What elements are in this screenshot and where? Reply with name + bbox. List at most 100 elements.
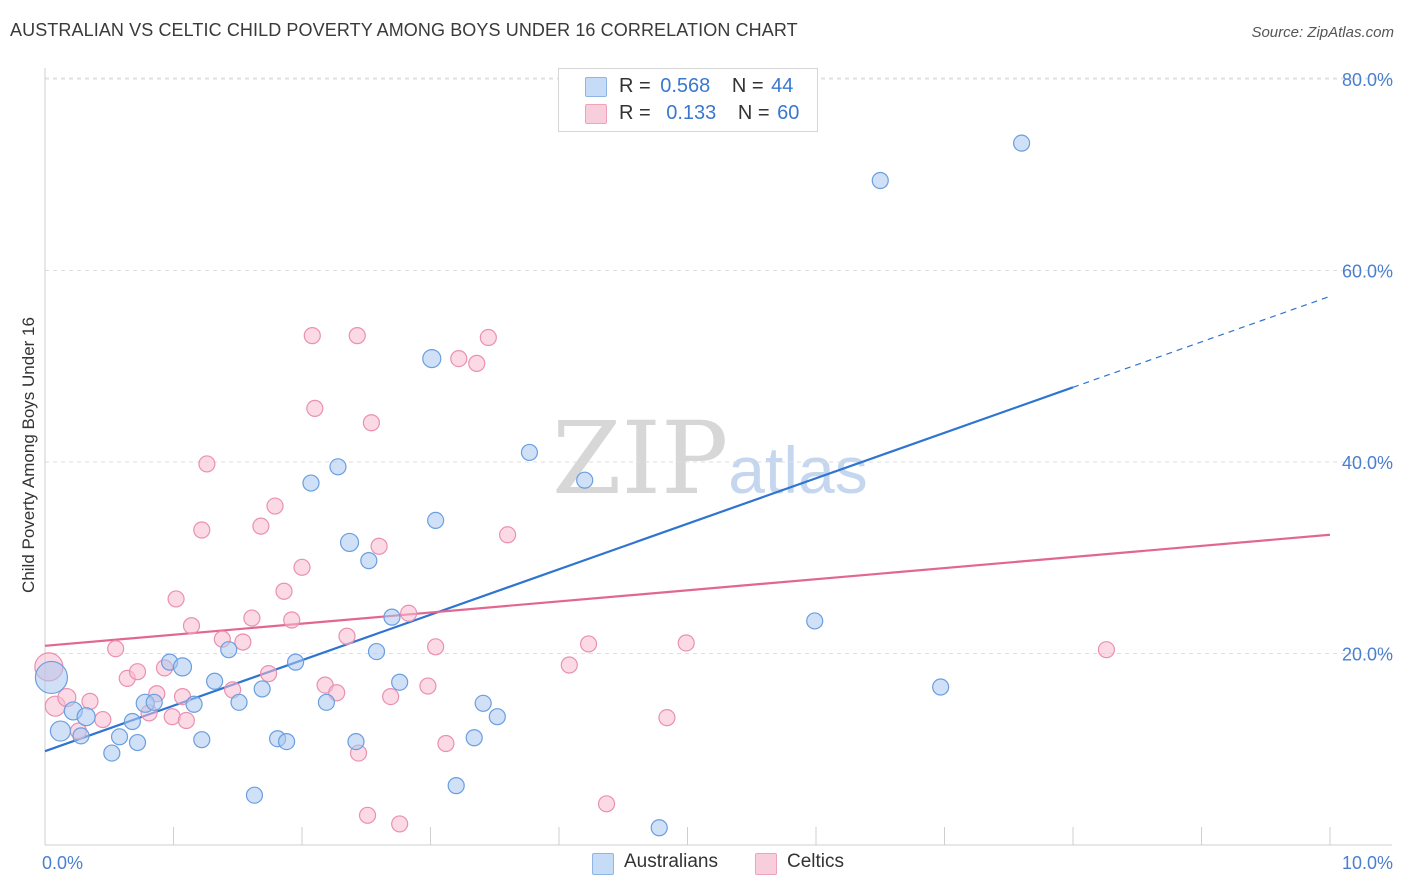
bottom-legend-label-celtics: Celtics <box>787 851 845 872</box>
point-celtics <box>338 627 356 645</box>
point-australians <box>932 678 950 696</box>
grid-lines <box>45 77 1392 654</box>
point-celtics <box>107 640 125 658</box>
legend-r-label: R = <box>619 75 651 97</box>
point-celtics <box>177 711 195 730</box>
point-celtics <box>437 734 455 753</box>
point-australians <box>474 694 492 712</box>
point-australians <box>302 474 320 492</box>
point-celtics <box>579 635 598 653</box>
watermark: ZIPatlas <box>552 400 868 517</box>
legend-n-value: 44 <box>771 75 794 97</box>
point-celtics <box>450 349 468 368</box>
point-australians <box>650 819 668 837</box>
point-australians <box>427 511 445 530</box>
point-australians <box>277 732 296 751</box>
point-australians <box>329 458 347 476</box>
point-celtics <box>400 604 418 622</box>
point-australians <box>230 693 248 711</box>
x-tick-label: 10.0% <box>1342 853 1393 873</box>
point-australians <box>339 532 360 553</box>
point-australians <box>1012 134 1031 152</box>
point-australians <box>220 641 238 659</box>
point-australians <box>447 777 465 795</box>
legend-text-celtics: R = 0.133 N = 60 <box>619 102 799 125</box>
point-celtics <box>306 399 324 417</box>
point-australians <box>347 732 365 751</box>
chart-title: AUSTRALIAN VS CELTIC CHILD POVERTY AMONG… <box>10 20 798 40</box>
watermark-atlas: atlas <box>728 433 868 507</box>
point-australians <box>49 720 72 742</box>
legend-n-label: N = <box>737 102 770 124</box>
point-australians <box>422 348 442 369</box>
point-australians <box>360 552 378 570</box>
point-celtics <box>198 455 216 473</box>
point-celtics <box>283 611 301 629</box>
point-australians <box>383 608 401 626</box>
point-celtics <box>597 795 616 813</box>
watermark-zip: ZIP <box>552 400 729 517</box>
point-celtics <box>275 582 293 600</box>
point-australians <box>488 708 506 726</box>
trend-line-extension-australians <box>1072 295 1331 388</box>
point-australians <box>206 672 224 690</box>
point-australians <box>465 729 483 747</box>
point-celtics <box>468 354 486 372</box>
point-australians <box>185 695 203 713</box>
point-australians <box>367 642 386 661</box>
point-celtics <box>94 710 112 729</box>
point-celtics <box>560 656 578 674</box>
legend: R = 0.568 N = 44 R = 0.133 N = 60 <box>558 68 818 132</box>
legend-r-label: R = <box>619 102 651 124</box>
point-celtics <box>427 638 445 656</box>
point-celtics <box>658 709 676 727</box>
point-australians <box>391 673 409 691</box>
point-celtics <box>259 665 278 683</box>
point-australians <box>123 712 141 731</box>
point-australians <box>871 171 889 190</box>
point-australians <box>286 653 305 671</box>
trend-lines <box>44 295 1331 753</box>
point-celtics <box>182 617 201 635</box>
data-points <box>34 134 1116 837</box>
point-celtics <box>193 521 211 539</box>
point-australians <box>172 657 193 677</box>
point-celtics <box>266 497 284 515</box>
point-celtics <box>362 414 380 432</box>
bottom-legend-swatch-australians <box>592 853 614 875</box>
axes <box>44 68 1392 846</box>
point-celtics <box>293 558 311 576</box>
point-australians <box>193 731 211 749</box>
point-australians <box>76 707 96 727</box>
legend-n-label: N = <box>731 75 764 97</box>
point-celtics <box>234 633 252 651</box>
point-australians <box>806 612 824 630</box>
point-celtics <box>499 526 517 544</box>
point-australians <box>145 693 163 711</box>
point-celtics <box>358 806 377 824</box>
tick-labels: 20.0% 40.0% 60.0% 80.0% 0.0% 10.0% <box>42 70 1393 873</box>
point-celtics <box>391 815 409 833</box>
x-tick-label: 0.0% <box>42 853 83 873</box>
point-celtics <box>419 677 437 695</box>
point-australians <box>520 443 539 462</box>
point-celtics <box>252 517 270 535</box>
trend-line-australians <box>44 386 1074 753</box>
point-australians <box>128 733 147 752</box>
point-celtics <box>303 327 321 345</box>
trend-line-celtics <box>44 533 1331 647</box>
point-celtics <box>1097 641 1116 659</box>
point-australians <box>110 728 129 746</box>
point-australians <box>103 744 121 762</box>
point-australians <box>72 727 90 745</box>
legend-text-australians: R = 0.568 N = 44 <box>619 75 793 98</box>
legend-n-value: 60 <box>777 102 800 124</box>
point-celtics <box>677 634 695 652</box>
y-tick-label: 80.0% <box>1342 70 1393 90</box>
point-celtics <box>370 537 388 555</box>
point-australians <box>253 680 271 698</box>
legend-swatch-australians <box>585 77 607 97</box>
y-tick-label: 20.0% <box>1342 645 1393 665</box>
point-celtics <box>348 327 366 345</box>
